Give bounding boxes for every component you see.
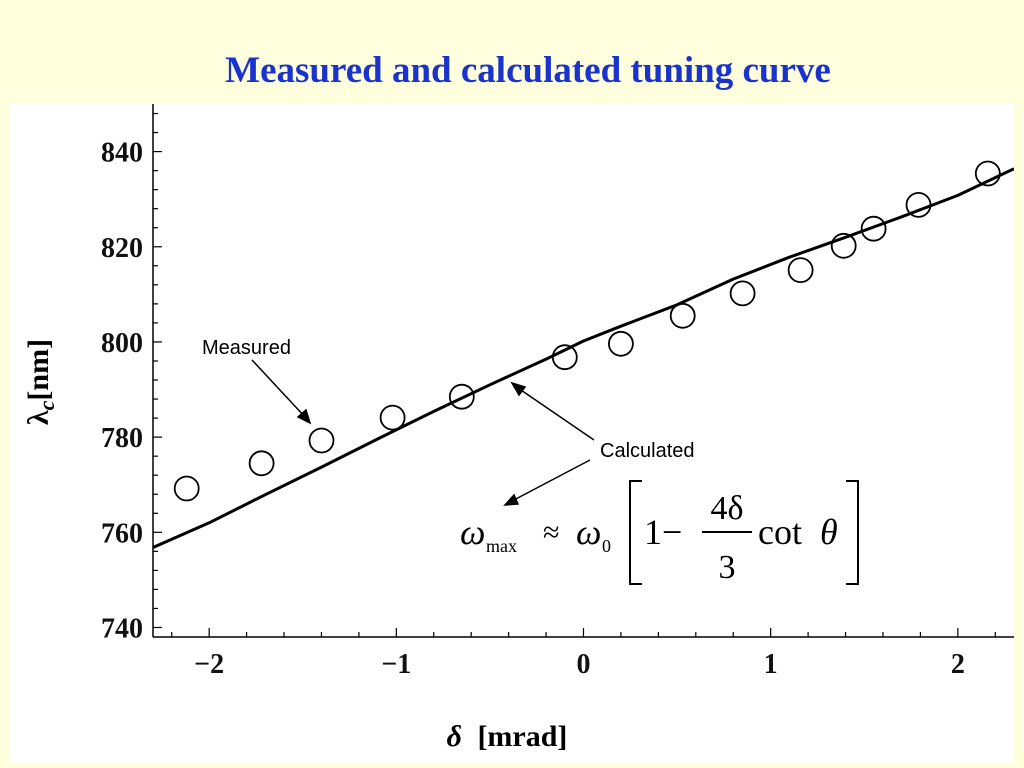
y-axis-unit: [nm] xyxy=(22,339,55,401)
y-tick-label: 820 xyxy=(101,233,143,264)
annotation-measured: Measured xyxy=(202,337,291,359)
formula-approx: ≈ xyxy=(543,516,559,549)
annotation-calculated: Calculated xyxy=(600,440,695,462)
formula-one-minus: 1− xyxy=(644,512,682,552)
x-tick-label: 1 xyxy=(764,649,778,680)
measured-point xyxy=(248,450,275,477)
measured-point xyxy=(974,160,1001,187)
y-tick-label: 840 xyxy=(101,138,143,169)
formula-theta: θ xyxy=(820,512,838,552)
x-tick-label: 0 xyxy=(577,649,591,680)
y-tick-label: 800 xyxy=(101,328,143,359)
formula-left-bracket xyxy=(629,480,642,585)
formula-omega0: ω xyxy=(576,512,601,552)
measured-point xyxy=(669,302,696,329)
measured-point xyxy=(860,215,887,242)
y-tick-label: 780 xyxy=(101,423,143,454)
tuning-curve-chart: 740 760 780 800 820 840 −2 −1 0 1 2 δ [mrad] λc[nm… xyxy=(22,104,1014,753)
measured-point xyxy=(379,404,406,431)
y-axis-subscript: c xyxy=(34,400,59,410)
formula-numerator: 4δ xyxy=(710,490,743,527)
measured-series xyxy=(173,160,1001,502)
measured-point xyxy=(608,330,634,357)
formula-sub-max: max xyxy=(486,536,517,556)
x-tick-label: −1 xyxy=(381,649,411,680)
formula-denominator: 3 xyxy=(719,549,736,586)
axis-ticks xyxy=(153,112,996,637)
y-tick-label: 740 xyxy=(101,613,143,644)
axes xyxy=(152,104,1014,638)
formula-cot: cot xyxy=(758,512,802,552)
calculated-series xyxy=(152,167,1014,549)
formula-right-bracket xyxy=(846,480,859,585)
calculated-line xyxy=(152,167,1014,549)
chart-panel: 740 760 780 800 820 840 −2 −1 0 1 2 δ [mrad] λc[nm… xyxy=(10,104,1014,764)
formula-sub-0: 0 xyxy=(602,536,611,556)
slide-title: Measured and calculated tuning curve xyxy=(225,50,831,91)
measured-point xyxy=(905,192,932,218)
arrow-calculated-formula xyxy=(503,459,591,506)
measured-point xyxy=(448,383,475,410)
arrow-measured xyxy=(251,359,312,425)
x-axis-unit: [mrad] xyxy=(477,720,567,753)
formula: ω max ≈ ω 0 1− 4δ 3 cot θ xyxy=(460,480,859,586)
x-tick-label: 2 xyxy=(951,649,965,680)
x-axis-label: δ [mrad] xyxy=(447,720,568,753)
tick-labels: 740 760 780 800 820 840 −2 −1 0 1 2 xyxy=(101,138,965,680)
x-axis-symbol: δ xyxy=(447,720,462,753)
measured-point xyxy=(830,232,857,259)
arrow-calculated-line xyxy=(510,381,595,441)
measured-point xyxy=(551,344,578,371)
measured-point xyxy=(787,257,814,284)
y-tick-label: 760 xyxy=(101,518,143,549)
measured-point xyxy=(729,280,756,307)
y-axis-label: λc[nm] xyxy=(22,339,59,425)
y-axis-symbol: λ xyxy=(22,410,55,425)
measured-point xyxy=(173,475,200,502)
measured-point xyxy=(308,427,335,454)
x-tick-label: −2 xyxy=(194,649,224,680)
formula-omega: ω xyxy=(460,512,485,552)
